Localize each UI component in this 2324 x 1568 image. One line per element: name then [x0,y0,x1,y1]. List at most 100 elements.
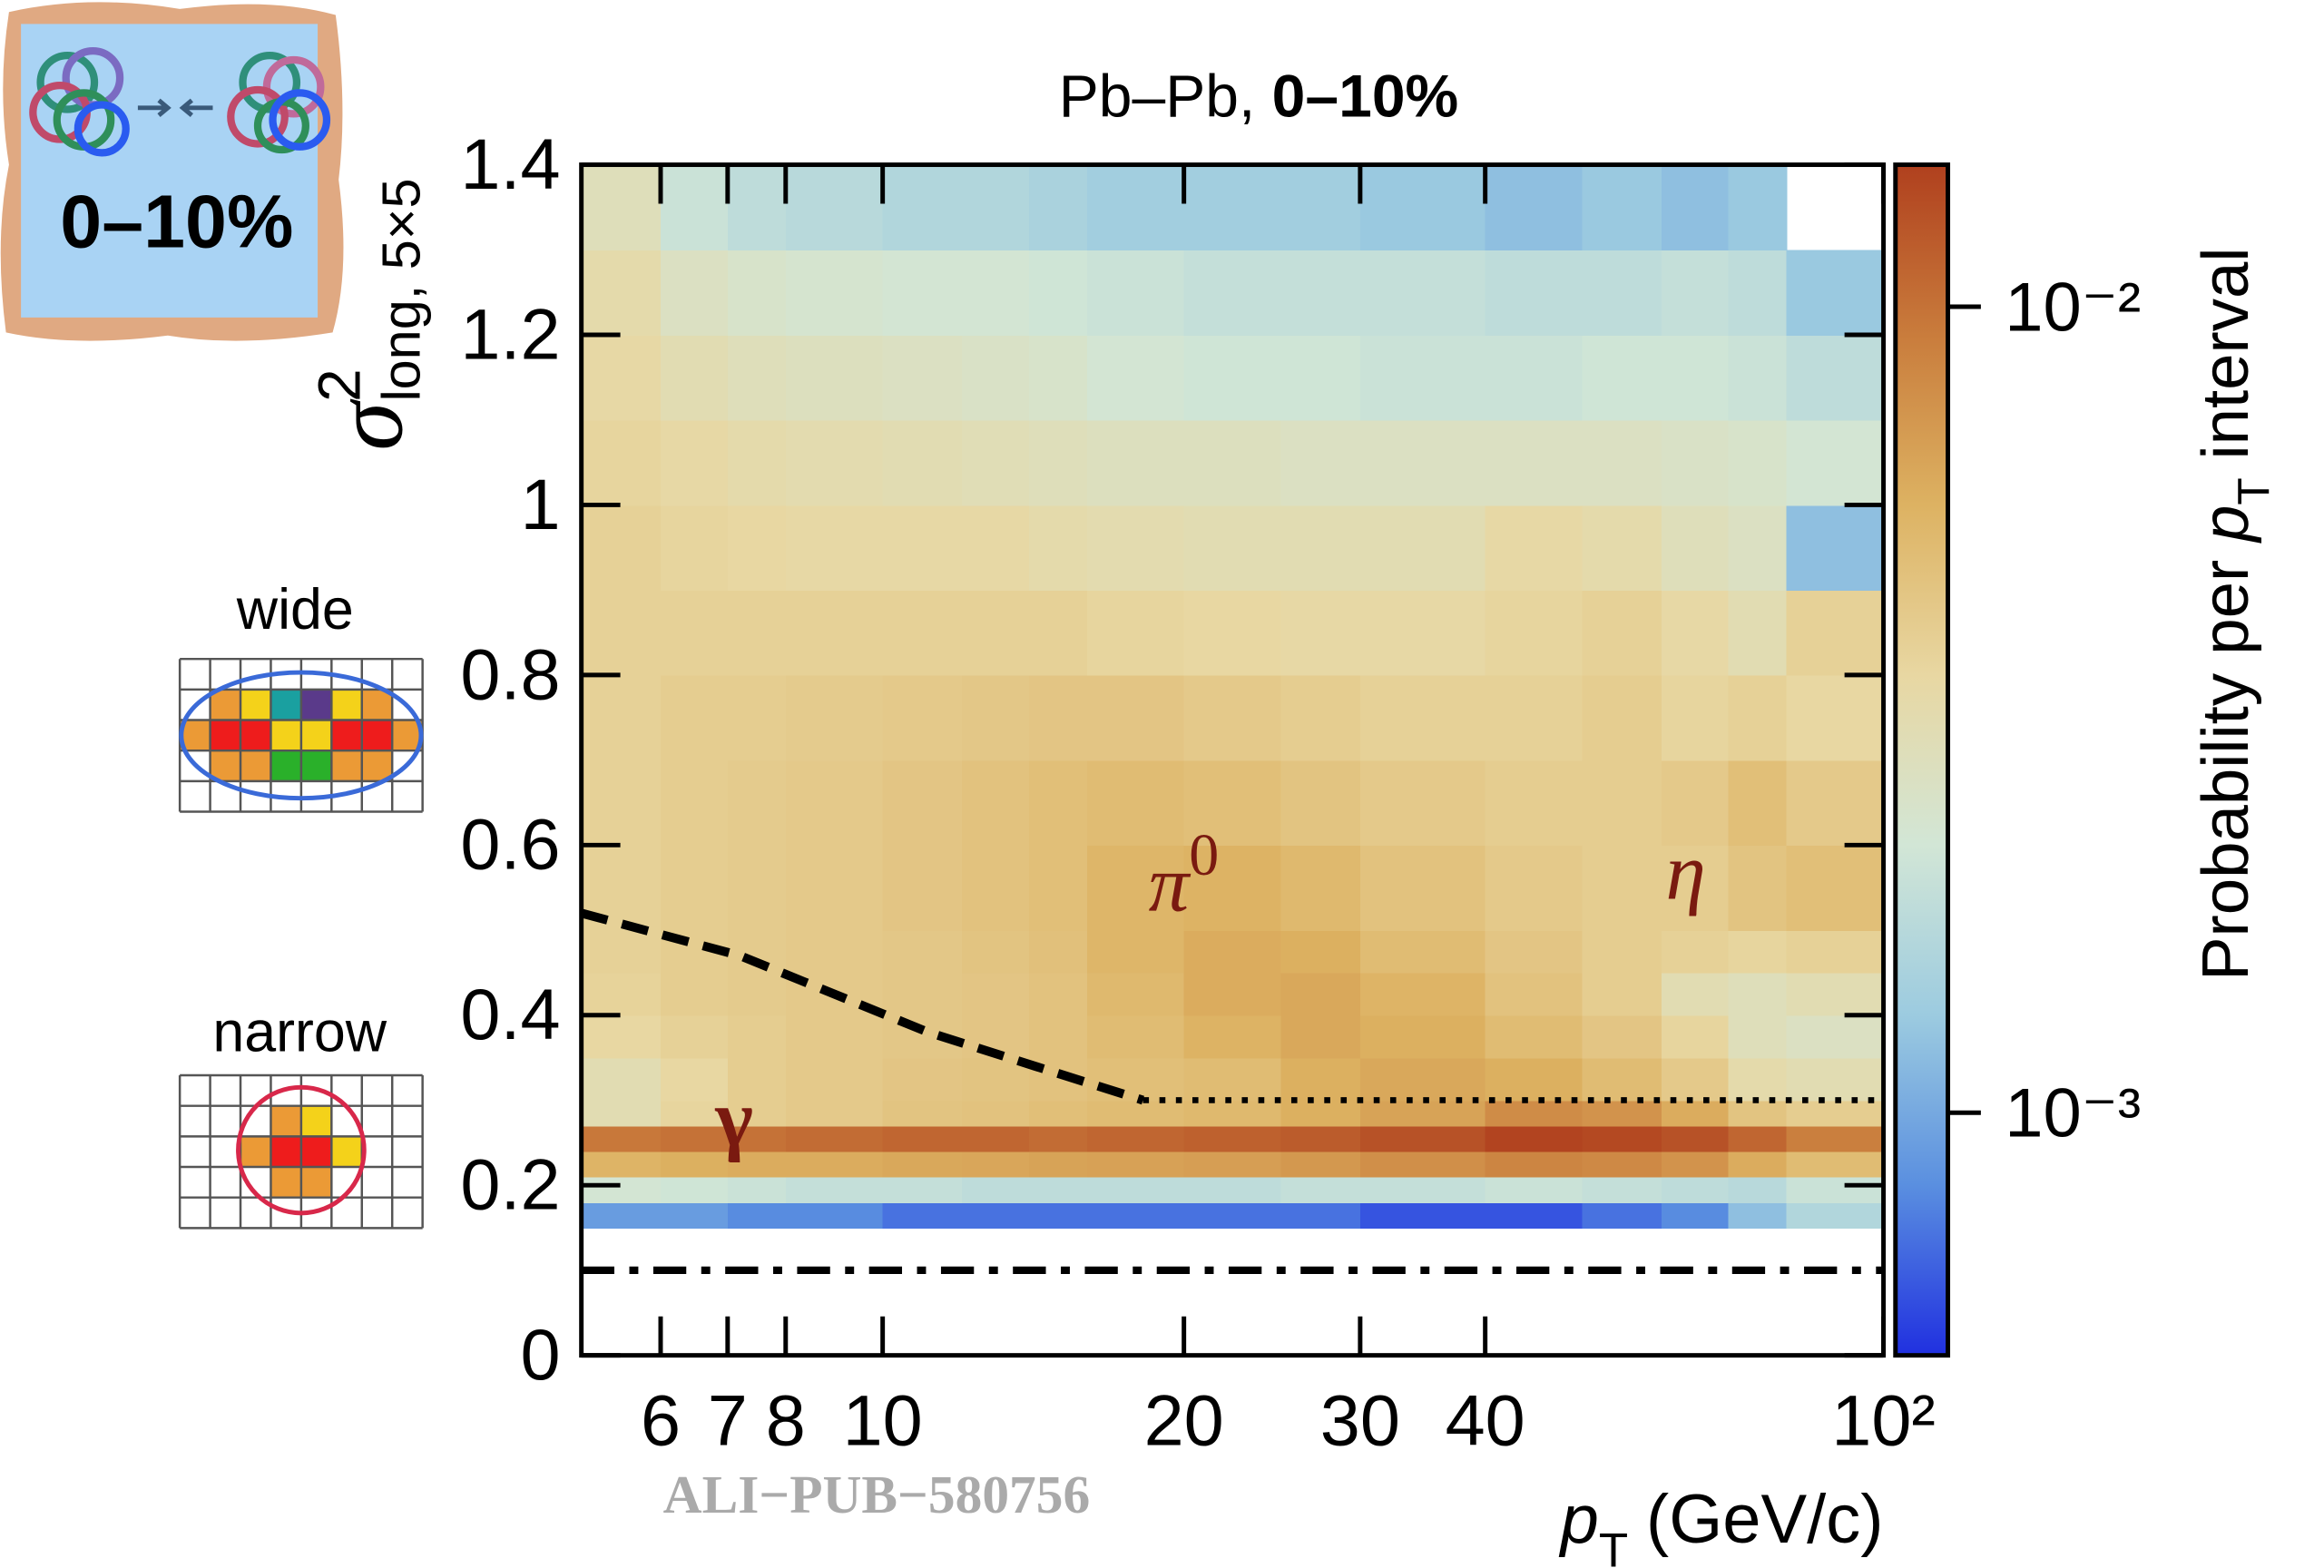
annotation-text: π [1149,839,1191,928]
heat-cell [660,1057,729,1102]
heat-cell [1086,164,1185,251]
heat-cell [882,1176,963,1203]
heat-cell [1280,1125,1361,1152]
heat-cell [727,674,787,761]
heat-cell [961,930,1030,974]
heat-cell [1661,1100,1730,1127]
heat-cell [1280,674,1361,761]
badge-label: 0–10% [60,180,293,263]
heat-cell [1028,845,1088,931]
title-text: Pb–Pb, [1059,63,1256,130]
heat-cell [1086,845,1185,931]
y-sup: 2 [305,368,372,402]
heat-cell [1086,1057,1185,1102]
heat-cell [660,505,729,591]
heat-cell [1485,760,1584,847]
heat-cell [1661,972,1730,1016]
heat-cell [1661,505,1730,591]
heat-cell [882,250,963,336]
heat-cell [581,1057,662,1102]
centrality-badge: 0–10% [0,2,344,341]
heat-cell [1086,250,1185,336]
heat-cell [581,590,662,676]
heat-cell [1028,674,1088,761]
cell-fill [240,750,271,781]
heat-cell [1485,930,1584,974]
heat-cell [961,164,1030,251]
heat-cell [1359,334,1486,421]
heat-cell [1183,250,1282,336]
annotation: η [1665,828,1705,916]
heat-cell [1582,1014,1662,1059]
heat-cell [1582,1176,1662,1203]
heat-cell [1359,590,1486,676]
cell-fill [361,720,393,751]
heat-cell [581,972,662,1016]
heat-cell [882,674,963,761]
heat-cell [581,930,662,974]
heat-cell [1485,419,1584,506]
cell-fill [240,689,271,720]
heat-cell [1086,1176,1185,1203]
heat-cell [1485,164,1584,251]
heat-cell [660,674,729,761]
heat-cell [1661,419,1730,506]
cell-fill [270,1167,301,1198]
heat-cell [1786,250,1885,336]
heat-cell [1280,1176,1361,1203]
heat-cell [961,1125,1030,1152]
heat-cell [1280,590,1361,676]
x-axis-label: pT (GeV/c) [1559,1481,1884,1568]
heat-cell [1582,972,1662,1016]
heat-cell [1359,760,1486,847]
heat-cell [1661,250,1730,336]
heat-cell [1028,1125,1088,1152]
heat-cell [961,1201,1030,1229]
heat-cell [660,164,729,251]
heat-cell [1582,505,1662,591]
heat-cell [1661,1176,1730,1203]
heat-cell [581,1201,662,1229]
heat-cell [1661,674,1730,761]
heat-cell [727,1151,787,1178]
heat-cell [961,250,1030,336]
heat-cell [727,505,787,591]
y-symbol: σ [313,398,423,451]
y-tick-label: 0.2 [460,1144,560,1225]
heat-cell [1485,674,1584,761]
heat-cell [1485,1125,1584,1152]
heat-cell [727,760,787,847]
heat-cell [727,1100,787,1127]
heat-cell [882,1100,963,1127]
heat-cell [727,590,787,676]
heat-cell [961,1100,1030,1127]
x-tick-label: 30 [1320,1380,1400,1461]
nucleus-icons [29,46,331,157]
heat-cell [1728,1014,1788,1059]
heat-cell [1183,972,1282,1016]
heat-cell [727,164,787,251]
heat-cell [1086,334,1185,421]
heat-cell [1086,1100,1185,1127]
heat-cell [1028,590,1088,676]
heat-cell [961,845,1030,931]
annotation-sup: 0 [1189,822,1219,888]
z-sub: T [2229,477,2279,505]
heat-cell [1728,1100,1788,1127]
heat-cell [1086,505,1185,591]
heat-cell [882,334,963,421]
icon-label: narrow [212,1001,387,1064]
heat-cell [1280,1201,1361,1229]
x-tick-label: 7 [708,1380,748,1461]
heat-cell [882,1201,963,1229]
heat-cell [1280,250,1361,336]
heat-cell [785,164,884,251]
heat-cell [581,1151,662,1178]
cell-fill [270,1136,301,1168]
heat-cell [1183,674,1282,761]
heat-cell [785,250,884,336]
heat-cell [660,1014,729,1059]
heat-cell [1786,674,1885,761]
z-symbol: p [2189,505,2262,544]
heat-cell [581,164,662,251]
